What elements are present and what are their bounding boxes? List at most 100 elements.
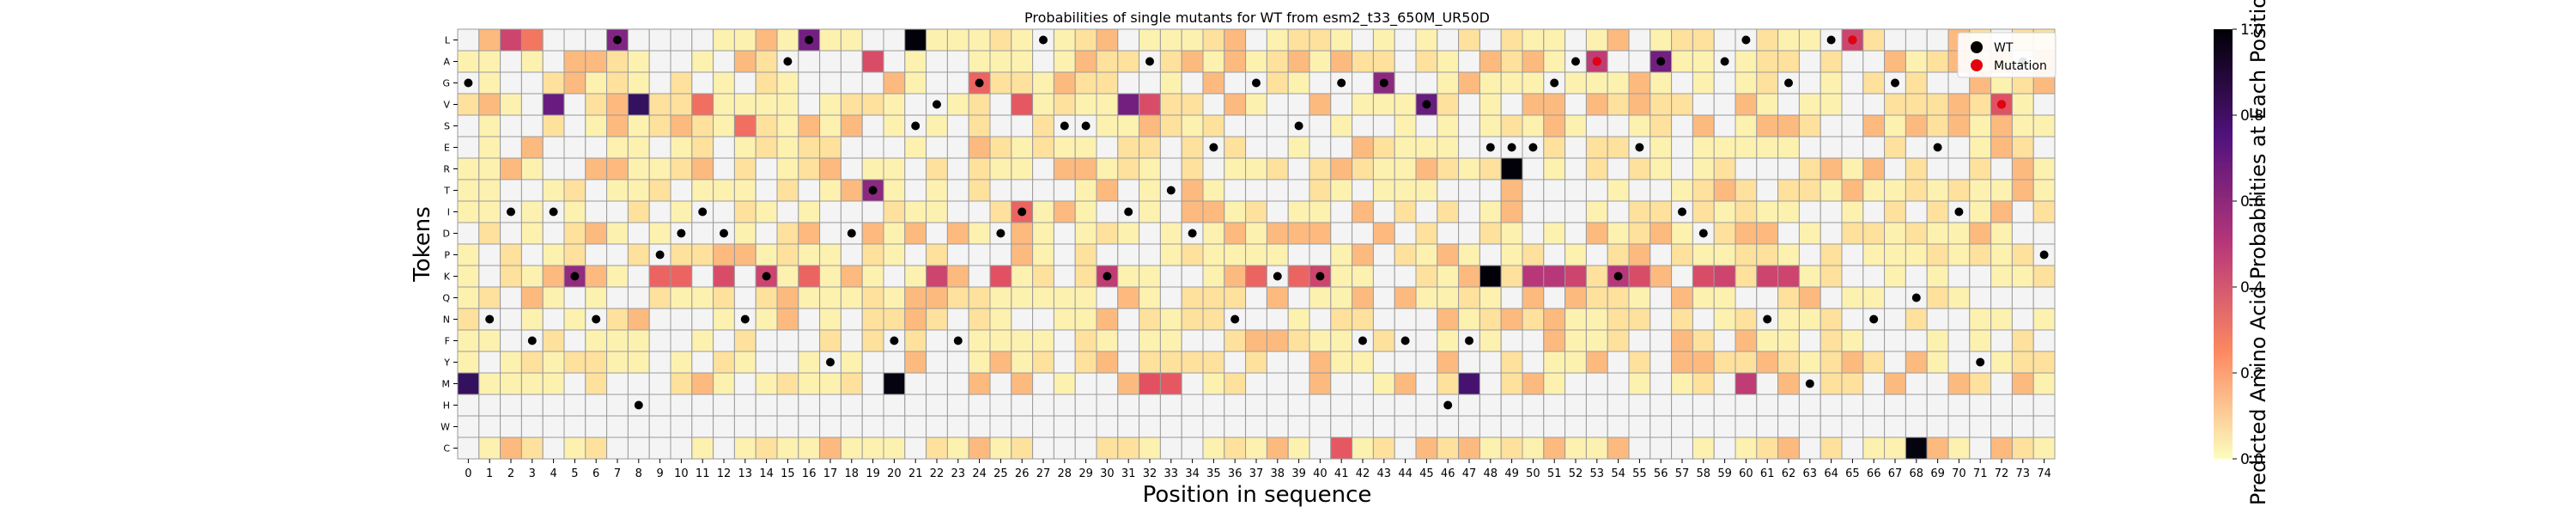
heatmap-cell <box>1990 308 2013 331</box>
heatmap-cell <box>733 93 756 116</box>
heatmap-cell <box>1649 265 1673 288</box>
heatmap-cell <box>926 50 948 73</box>
x-tick-label: 58 <box>1697 467 1711 480</box>
heatmap-cell <box>1500 372 1523 395</box>
heatmap-cell <box>1841 329 1864 352</box>
heatmap-cell <box>1884 157 1906 180</box>
heatmap-cell <box>1352 351 1374 374</box>
heatmap-cell <box>1862 437 1886 460</box>
heatmap-cell <box>1479 157 1502 180</box>
heatmap-cell <box>1543 200 1566 223</box>
heatmap-cell <box>457 372 480 395</box>
heatmap-cell <box>1649 372 1673 395</box>
heatmap-cell <box>691 372 714 395</box>
heatmap-cell <box>776 329 799 352</box>
heatmap-cell <box>1735 157 1758 180</box>
heatmap-cell <box>819 372 841 395</box>
x-tick-label: 45 <box>1419 467 1434 480</box>
heatmap-cell <box>563 50 586 73</box>
heatmap-cell <box>1735 372 1758 395</box>
heatmap-cell <box>861 114 884 137</box>
heatmap-cell <box>563 243 586 266</box>
heatmap-cell <box>1372 222 1395 245</box>
x-tick-label: 63 <box>1803 467 1818 480</box>
wt-marker <box>485 314 495 324</box>
heatmap-cell <box>1437 93 1460 116</box>
heatmap-cell <box>733 286 756 309</box>
heatmap-cell <box>691 394 714 417</box>
heatmap-cell <box>627 286 650 309</box>
heatmap-cell <box>989 308 1012 331</box>
heatmap-cell <box>500 437 522 460</box>
heatmap-cell <box>1415 179 1438 202</box>
legend-wt-marker <box>1971 41 1983 53</box>
heatmap-cell <box>520 136 544 159</box>
heatmap-cell <box>1352 265 1374 288</box>
heatmap-cell <box>1713 157 1736 180</box>
heatmap-cell <box>691 28 714 52</box>
heatmap-cell <box>798 222 821 245</box>
heatmap-cell <box>1905 28 1928 52</box>
heatmap-cell <box>1372 308 1395 331</box>
heatmap-cell <box>1607 415 1630 438</box>
heatmap-cell <box>819 157 841 180</box>
y-tick-label: E <box>444 143 450 154</box>
heatmap-cell <box>755 286 778 309</box>
x-tick-label: 20 <box>887 467 902 480</box>
heatmap-cell <box>776 157 799 180</box>
heatmap-cell <box>1437 329 1460 352</box>
heatmap-cell <box>1969 157 1992 180</box>
heatmap-cell <box>883 179 906 202</box>
wt-marker <box>1784 78 1793 88</box>
heatmap-cell <box>926 265 948 288</box>
heatmap-cell <box>755 329 778 352</box>
heatmap-cell <box>1607 71 1630 95</box>
heatmap-cell <box>627 93 650 116</box>
heatmap-cell <box>1926 308 1949 331</box>
wt-marker <box>1188 229 1197 238</box>
heatmap-cell <box>776 28 799 52</box>
heatmap-cell <box>1926 71 1949 95</box>
heatmap-cell <box>1905 179 1928 202</box>
heatmap-cell <box>798 437 821 460</box>
heatmap-cell <box>1692 243 1715 266</box>
heatmap-cell <box>1159 243 1182 266</box>
heatmap-cell <box>1159 50 1182 73</box>
heatmap-cell <box>1394 265 1417 288</box>
heatmap-cell <box>585 93 608 116</box>
wt-marker <box>996 229 1005 238</box>
heatmap-cell <box>968 93 991 116</box>
heatmap-cell <box>755 200 778 223</box>
wt-marker <box>1294 121 1303 131</box>
heatmap-cell <box>1159 308 1182 331</box>
heatmap-cell <box>1202 50 1225 73</box>
heatmap-cell <box>1032 93 1054 116</box>
heatmap-cell <box>1245 329 1267 352</box>
heatmap-cell <box>1202 437 1225 460</box>
heatmap-cell <box>1671 372 1693 395</box>
x-tick-label: 46 <box>1441 467 1455 480</box>
heatmap-cell <box>1096 136 1119 159</box>
heatmap-cell <box>1074 50 1097 73</box>
heatmap-cell <box>883 372 906 395</box>
x-tick-label: 3 <box>529 467 536 480</box>
heatmap-cell <box>946 394 969 417</box>
heatmap-cell <box>1287 286 1310 309</box>
x-tick-label: 32 <box>1143 467 1157 480</box>
heatmap-cell <box>563 329 586 352</box>
heatmap-cell <box>1159 114 1182 137</box>
heatmap-cell <box>1777 28 1800 52</box>
heatmap-cell <box>1202 308 1225 331</box>
heatmap-cell <box>1628 415 1651 438</box>
heatmap-cell <box>478 71 501 95</box>
heatmap-cell <box>478 50 501 73</box>
heatmap-cell <box>1330 200 1353 223</box>
heatmap-cell <box>670 394 693 417</box>
heatmap-cell <box>478 114 501 137</box>
heatmap-cell <box>2011 329 2034 352</box>
heatmap-cell <box>1905 71 1928 95</box>
heatmap-cell <box>1287 157 1310 180</box>
heatmap-cell <box>733 265 756 288</box>
heatmap-cell <box>585 243 608 266</box>
heatmap-cell <box>1053 200 1076 223</box>
